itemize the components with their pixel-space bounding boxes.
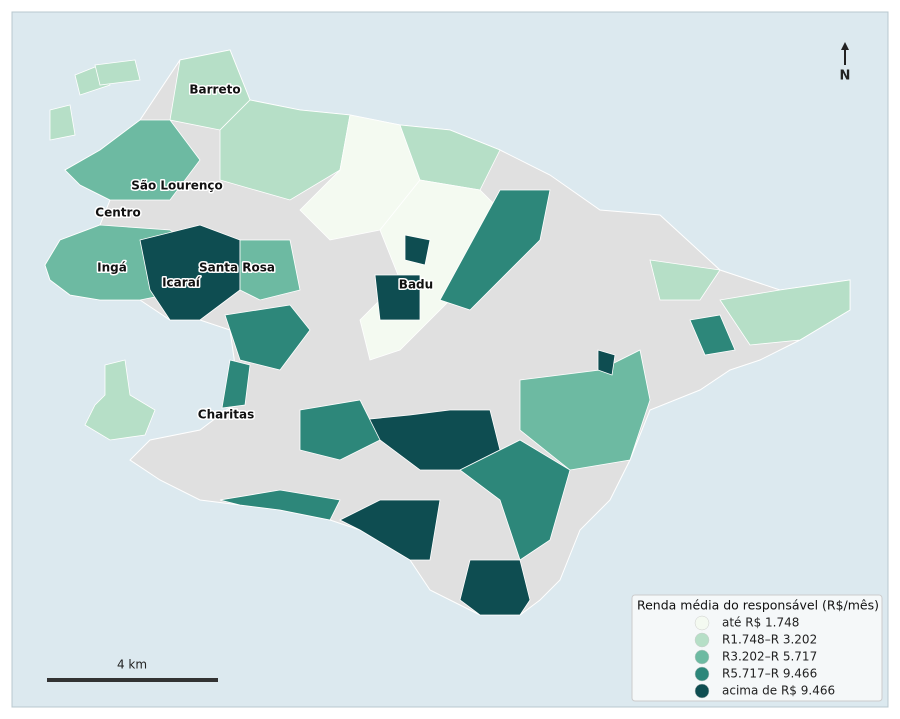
district: [299, 399, 381, 461]
district: [49, 104, 76, 141]
district: [719, 279, 851, 346]
district: [374, 274, 421, 321]
district: [139, 224, 241, 321]
legend-marker: [694, 666, 710, 682]
district: [459, 559, 531, 616]
scale-label: 4 km: [117, 658, 147, 672]
legend-marker: [694, 683, 710, 699]
district: [224, 304, 311, 371]
district: [689, 314, 736, 356]
place-label: Centro: [95, 206, 140, 220]
legend-marker: [694, 632, 710, 648]
district: [439, 189, 551, 311]
district: [339, 499, 441, 561]
legend: Renda média do responsável (R$/mês) até …: [631, 594, 883, 702]
legend-label: R1.748–R 3.202: [722, 633, 817, 647]
place-label: Charitas: [198, 408, 254, 422]
legend-marker: [694, 649, 710, 665]
legend-title: Renda média do responsável (R$/mês): [637, 598, 879, 613]
district: [399, 124, 501, 191]
district: [94, 59, 141, 86]
districts: [44, 49, 851, 616]
district: [649, 259, 721, 301]
legend-label: R5.717–R 9.466: [722, 667, 817, 681]
place-label: Badu: [399, 278, 433, 292]
district: [84, 359, 156, 441]
legend-label: acima de R$ 9.466: [722, 684, 835, 698]
place-label: Barreto: [189, 83, 240, 97]
legend-marker: [694, 615, 710, 631]
legend-box: [631, 594, 883, 702]
district: [64, 119, 201, 201]
district: [597, 349, 616, 376]
north-arrow-head: [841, 42, 849, 50]
legend-label: R3.202–R 5.717: [722, 650, 817, 664]
north-label: N: [840, 69, 851, 84]
district: [221, 359, 251, 409]
district: [404, 234, 431, 266]
place-label: Icaraí: [162, 276, 201, 290]
place-label: Santa Rosa: [199, 261, 275, 275]
place-label: Ingá: [97, 261, 127, 275]
district: [219, 99, 351, 201]
legend-label: até R$ 1.748: [722, 616, 799, 630]
district: [459, 439, 571, 561]
place-label: São Lourenço: [131, 179, 223, 193]
district: [219, 489, 341, 521]
district: [239, 239, 301, 301]
